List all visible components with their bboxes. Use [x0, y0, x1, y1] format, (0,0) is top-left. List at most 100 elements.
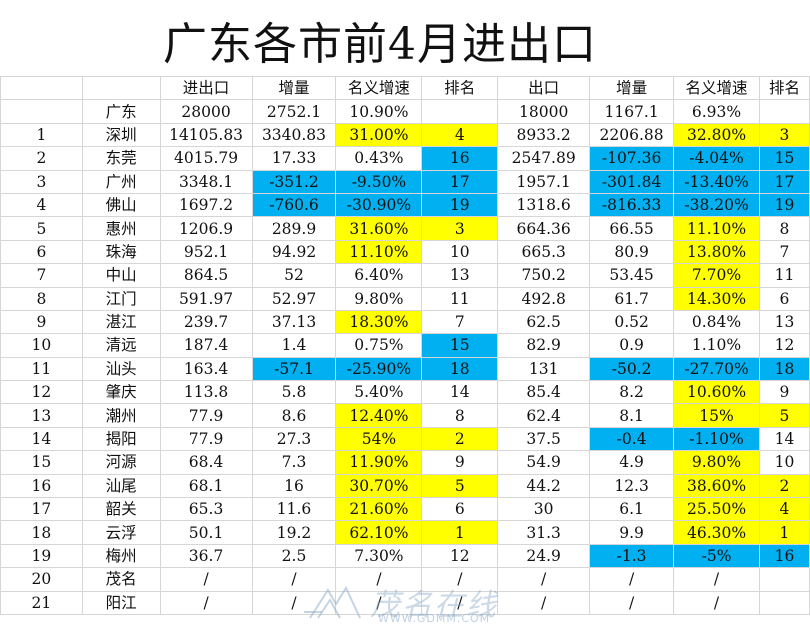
cell-ex-growth: 14.30% [673, 286, 760, 311]
cell-rank-index: 11 [0, 356, 83, 382]
cell-ie-growth: 31.60% [335, 216, 423, 241]
cell-ie-rank: 4 [421, 122, 499, 148]
cell-ex-rank [758, 99, 810, 124]
cell-ex-growth: 46.30% [673, 520, 760, 545]
cell-import-export: 36.7 [159, 543, 253, 569]
table-row: 1 深圳 14105.83 3340.83 31.00% 4 8933.2 2206.88 32… [0, 122, 810, 148]
cell-rank-index [0, 99, 83, 124]
cell-ex-rank: 6 [758, 286, 810, 311]
cell-rank-index: 14 [0, 426, 83, 452]
cell-export: 30 [497, 497, 591, 522]
cell-ie-increment: 11.6 [251, 497, 337, 522]
cell-ie-increment: 94.92 [251, 239, 337, 265]
cell-ex-growth: -4.04% [673, 146, 760, 171]
cell-city: 揭阳 [81, 426, 161, 452]
cell-export: 492.8 [497, 286, 591, 311]
cell-rank-index: 5 [0, 216, 83, 241]
cell-ie-increment: 7.3 [251, 450, 337, 475]
table-row: 16 汕尾 68.1 16 30.70% 5 44.2 12.3 38.60% 2 [0, 473, 810, 499]
cell-ie-growth: 11.10% [335, 239, 423, 265]
table-row: 7 中山 864.5 52 6.40% 13 750.2 53.45 7.70% 11 [0, 263, 810, 288]
table-row: 5 惠州 1206.9 289.9 31.60% 3 664.36 66.55 11.10% 8 [0, 216, 810, 241]
cell-ex-increment: 2206.88 [589, 122, 675, 148]
header-import-export: 进出口 [159, 75, 253, 101]
cell-ie-growth: -9.50% [335, 169, 423, 194]
cell-ex-growth: 7.70% [673, 263, 760, 288]
cell-ex-rank: 8 [758, 216, 810, 241]
table-row: 广东 28000 2752.1 10.90% 18000 1167.1 6.93% [0, 99, 810, 124]
cell-ex-increment: -107.36 [589, 146, 675, 171]
cell-export: / [497, 567, 591, 592]
cell-ie-rank: 3 [421, 216, 499, 241]
cell-ex-growth: 15% [673, 403, 760, 428]
cell-export: 62.5 [497, 309, 591, 335]
cell-city: 广东 [81, 99, 161, 124]
cell-city: 清远 [81, 333, 161, 358]
cell-city: 潮州 [81, 403, 161, 428]
cell-ex-increment: / [589, 567, 675, 592]
cell-export: 1957.1 [497, 169, 591, 194]
cell-rank-index: 12 [0, 380, 83, 405]
cell-city: 珠海 [81, 239, 161, 265]
cell-ie-increment: -351.2 [251, 169, 337, 194]
cell-rank-index: 17 [0, 497, 83, 522]
cell-import-export: 113.8 [159, 380, 253, 405]
cell-import-export: 4015.79 [159, 146, 253, 171]
cell-city: 茂名 [81, 567, 161, 592]
cell-ie-increment: 2.5 [251, 543, 337, 569]
cell-ie-increment: 19.2 [251, 520, 337, 545]
cell-city: 肇庆 [81, 380, 161, 405]
cell-ex-increment: 66.55 [589, 216, 675, 241]
cell-ex-growth: / [673, 590, 760, 615]
cell-import-export: 1206.9 [159, 216, 253, 241]
cell-ie-growth: 6.40% [335, 263, 423, 288]
table-row: 18 云浮 50.1 19.2 62.10% 1 31.3 9.9 46.30% 1 [0, 520, 810, 545]
cell-ex-increment: 4.9 [589, 450, 675, 475]
cell-export: / [497, 590, 591, 615]
cell-ex-rank: 5 [758, 403, 810, 428]
table-row: 19 梅州 36.7 2.5 7.30% 12 24.9 -1.3 -5% 16 [0, 543, 810, 569]
cell-ie-increment: 8.6 [251, 403, 337, 428]
cell-import-export: 591.97 [159, 286, 253, 311]
cell-ie-rank: 11 [421, 286, 499, 311]
cell-ie-growth: 31.00% [335, 122, 423, 148]
cell-ex-increment: 8.2 [589, 380, 675, 405]
cell-ie-growth: 0.75% [335, 333, 423, 358]
cell-ex-growth: 1.10% [673, 333, 760, 358]
cell-import-export: 14105.83 [159, 122, 253, 148]
cell-ie-rank: 19 [421, 192, 499, 218]
cell-export: 1318.6 [497, 192, 591, 218]
cell-city: 河源 [81, 450, 161, 475]
cell-import-export: / [159, 590, 253, 615]
cell-ie-increment: 16 [251, 473, 337, 499]
table-row: 6 珠海 952.1 94.92 11.10% 10 665.3 80.9 13.80% 7 [0, 239, 810, 265]
table-row: 12 肇庆 113.8 5.8 5.40% 14 85.4 8.2 10.60% 9 [0, 380, 810, 405]
cell-ex-increment: 9.9 [589, 520, 675, 545]
cell-import-export: / [159, 567, 253, 592]
header-ex-increment: 增量 [589, 75, 675, 101]
cell-ex-rank: 12 [758, 333, 810, 358]
cell-ie-increment: / [251, 590, 337, 615]
cell-ie-rank: / [421, 590, 499, 615]
cell-ie-increment: / [251, 567, 337, 592]
cell-ie-rank: 10 [421, 239, 499, 265]
cell-rank-index: 19 [0, 543, 83, 569]
cell-export: 82.9 [497, 333, 591, 358]
cell-city: 梅州 [81, 543, 161, 569]
cell-city: 阳江 [81, 590, 161, 615]
cell-import-export: 163.4 [159, 356, 253, 382]
cell-city: 湛江 [81, 309, 161, 335]
table-row: 10 清远 187.4 1.4 0.75% 15 82.9 0.9 1.10% 12 [0, 333, 810, 358]
cell-rank-index: 21 [0, 590, 83, 615]
cell-ex-rank: 10 [758, 450, 810, 475]
cell-ie-rank: 6 [421, 497, 499, 522]
cell-ie-rank: / [421, 567, 499, 592]
cell-export: 44.2 [497, 473, 591, 499]
cell-ex-increment: 61.7 [589, 286, 675, 311]
cell-ie-rank: 12 [421, 543, 499, 569]
table-row: 13 潮州 77.9 8.6 12.40% 8 62.4 8.1 15% 5 [0, 403, 810, 428]
cell-ie-increment: -57.1 [251, 356, 337, 382]
cell-ie-rank: 17 [421, 169, 499, 194]
table-row: 14 揭阳 77.9 27.3 54% 2 37.5 -0.4 -1.10% 14 [0, 426, 810, 452]
cell-export: 750.2 [497, 263, 591, 288]
